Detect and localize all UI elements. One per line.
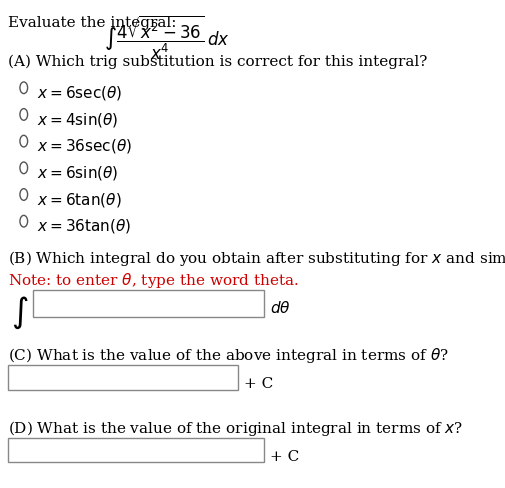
Text: Evaluate the integral:: Evaluate the integral:	[8, 16, 176, 30]
Text: $\int$: $\int$	[11, 295, 28, 331]
Text: Note: to enter $\theta$, type the word theta.: Note: to enter $\theta$, type the word t…	[8, 271, 298, 290]
Text: + C: + C	[244, 377, 274, 391]
Text: (C) What is the value of the above integral in terms of $\theta$?: (C) What is the value of the above integ…	[8, 346, 448, 365]
Text: + C: + C	[270, 450, 299, 464]
FancyBboxPatch shape	[8, 366, 238, 389]
Text: (D) What is the value of the original integral in terms of $x$?: (D) What is the value of the original in…	[8, 419, 463, 438]
Text: $x = 36\sec(\theta)$: $x = 36\sec(\theta)$	[36, 137, 132, 155]
Text: $\int\dfrac{4\sqrt{x^2-36}}{x^4}\,dx$: $\int\dfrac{4\sqrt{x^2-36}}{x^4}\,dx$	[104, 14, 229, 62]
Text: (B) Which integral do you obtain after substituting for $x$ and simplifying?: (B) Which integral do you obtain after s…	[8, 249, 505, 268]
Text: $x = 36\tan(\theta)$: $x = 36\tan(\theta)$	[36, 217, 131, 235]
Text: $x = 6\sec(\theta)$: $x = 6\sec(\theta)$	[36, 84, 122, 102]
Text: $d\theta$: $d\theta$	[270, 300, 291, 316]
Text: $x = 6\tan(\theta)$: $x = 6\tan(\theta)$	[36, 191, 121, 209]
FancyBboxPatch shape	[8, 438, 264, 462]
Text: $x = 6\sin(\theta)$: $x = 6\sin(\theta)$	[36, 164, 118, 182]
Text: (A) Which trig substitution is correct for this integral?: (A) Which trig substitution is correct f…	[8, 55, 427, 69]
Text: $x = 4\sin(\theta)$: $x = 4\sin(\theta)$	[36, 111, 118, 128]
FancyBboxPatch shape	[33, 290, 264, 317]
